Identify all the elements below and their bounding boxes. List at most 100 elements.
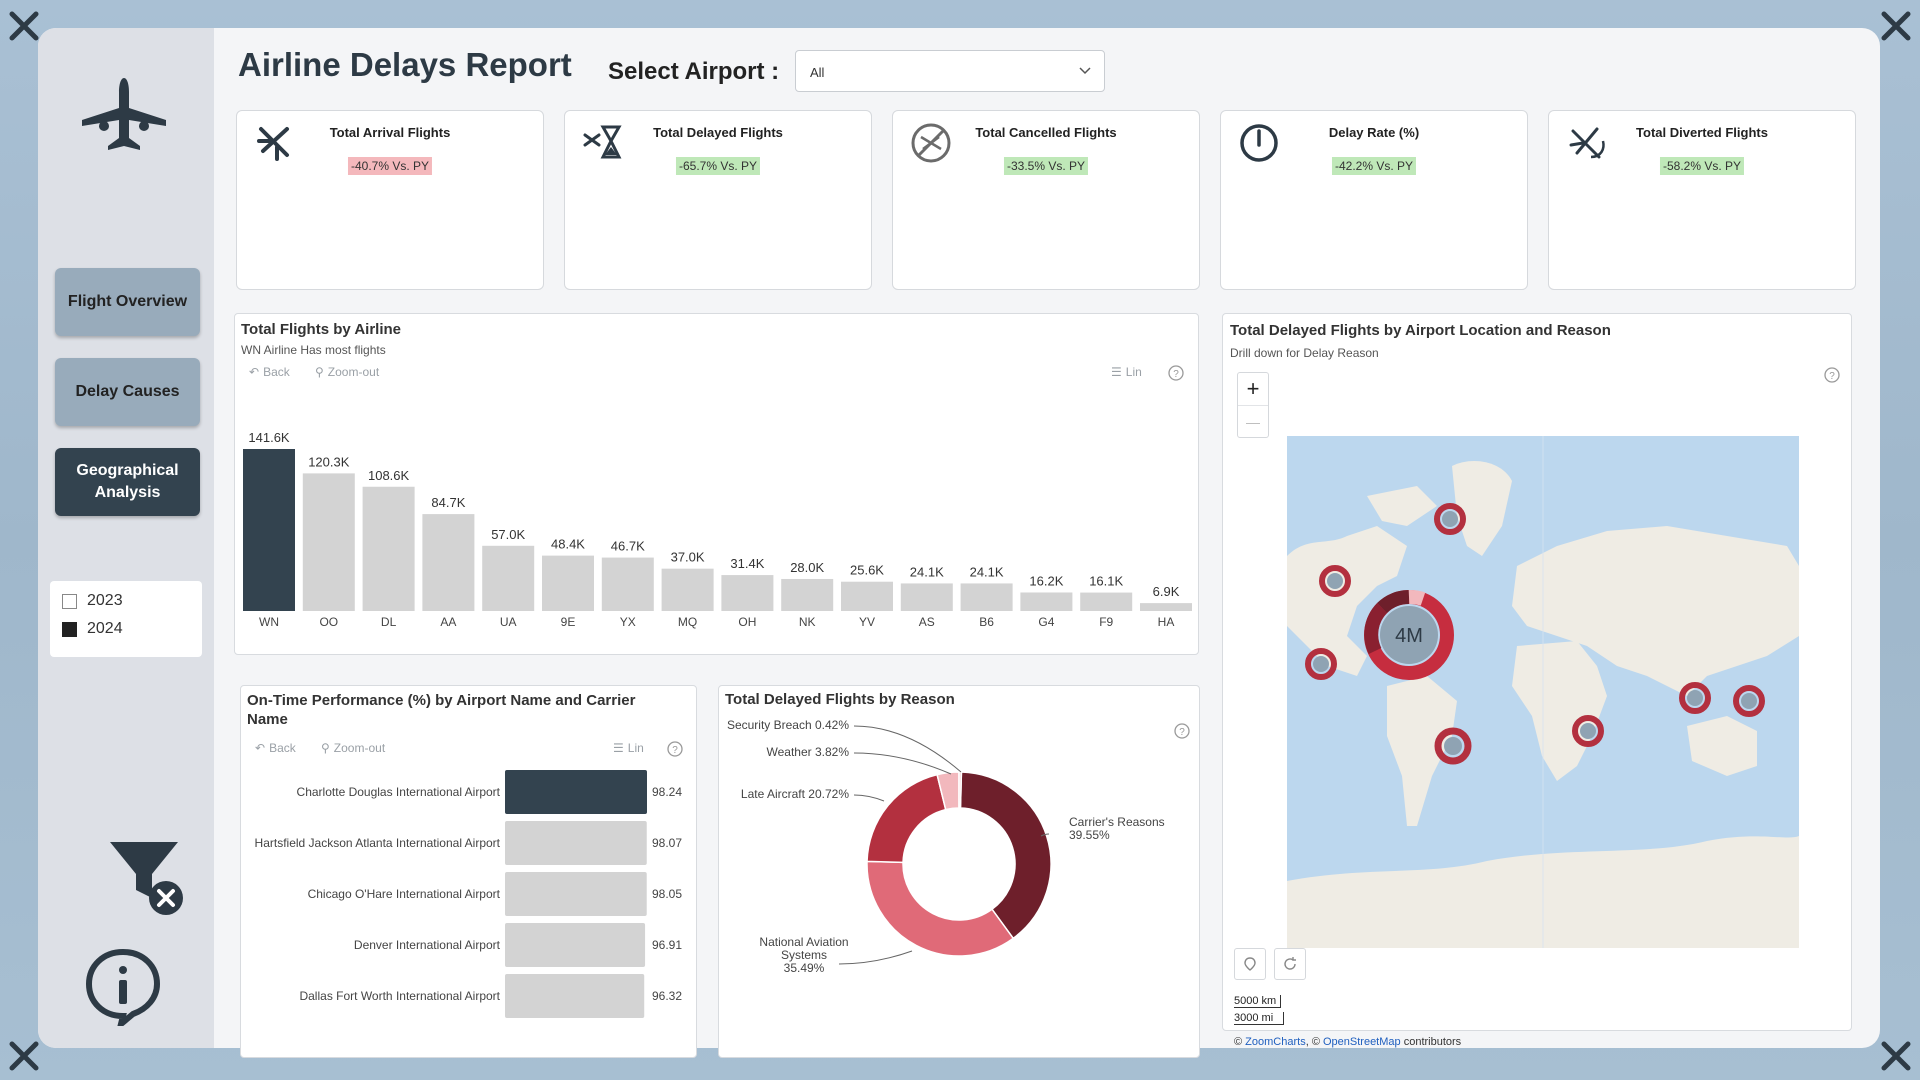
cluster-marker-main[interactable]: 4M [1364, 589, 1454, 680]
panel-title: Total Flights by Airline [241, 321, 402, 338]
category-label: UA [500, 615, 517, 629]
cluster-marker[interactable] [1434, 727, 1472, 765]
corner-plane-icon [9, 1041, 39, 1071]
panel-title: Total Delayed Flights by Airport Locatio… [1230, 322, 1611, 339]
category-label: B6 [979, 615, 994, 629]
bar-F9[interactable] [1080, 592, 1133, 611]
help-icon[interactable]: ? [666, 740, 684, 758]
zoomcharts-link[interactable]: ZoomCharts [1245, 1036, 1306, 1048]
zoom-in-button[interactable]: + [1246, 376, 1260, 401]
category-label: F9 [1099, 615, 1113, 629]
donut-slice[interactable] [866, 773, 947, 864]
cluster-marker[interactable] [1319, 565, 1351, 597]
bar-value-label: 6.9K [1153, 584, 1180, 599]
donut-slice[interactable] [866, 860, 1015, 957]
back-button[interactable]: ↶ Back [249, 365, 290, 379]
corner-plane-icon [1881, 11, 1911, 41]
magnifier-icon: ⚲ [315, 365, 324, 379]
airport-label: Dallas Fort Worth International Airport [299, 989, 500, 1003]
map-land-arctic-islands [1367, 486, 1437, 526]
nav-delay-causes[interactable]: Delay Causes [55, 358, 200, 426]
donut-slice[interactable] [958, 771, 963, 809]
back-label: Back [263, 365, 290, 379]
cluster-marker[interactable] [1434, 503, 1466, 535]
kpi-title: Total Arrival Flights [329, 125, 451, 140]
zoom-out-button[interactable]: — [1238, 405, 1268, 437]
airport-label: Charlotte Douglas International Airport [297, 785, 501, 799]
report-canvas: Flight Overview Delay Causes Geographica… [38, 28, 1880, 1058]
leader-line [1040, 833, 1050, 837]
donut-slice[interactable] [959, 771, 1052, 940]
category-label: AS [919, 615, 935, 629]
attr-prefix: © [1234, 1036, 1243, 1048]
year-option-2024[interactable]: 2024 [62, 615, 202, 643]
bar-value-label: 57.0K [491, 527, 525, 542]
clear-filter-icon[interactable] [108, 838, 188, 918]
zoom-out-button[interactable]: ⚲ Zoom-out [315, 365, 379, 379]
bar-OO[interactable] [302, 473, 355, 611]
map-pin-button[interactable] [1234, 948, 1266, 980]
refresh-icon [1284, 957, 1296, 970]
linear-scale-toggle[interactable]: ☰ Lin [613, 741, 644, 755]
map-panel: Total Delayed Flights by Airport Locatio… [1222, 313, 1852, 1048]
map-zoom-controls: + — [1237, 372, 1269, 438]
year-option-2023[interactable]: 2023 [62, 587, 202, 615]
otp-bar[interactable] [505, 974, 645, 1018]
leader-line [853, 794, 885, 802]
cluster-label: 4M [1395, 625, 1423, 647]
bar-MQ[interactable] [661, 568, 714, 611]
bar-value-label: 16.1K [1089, 574, 1123, 589]
bar-G4[interactable] [1020, 592, 1073, 611]
cluster-marker[interactable] [1305, 648, 1337, 680]
airport-dropdown[interactable]: All [795, 50, 1105, 92]
world-map[interactable]: 4M [1287, 436, 1799, 948]
kpi-card-delay-rate: Delay Rate (%) -42.2% Vs. PY [1220, 110, 1528, 290]
category-label: AA [440, 615, 456, 629]
cluster-marker[interactable] [1679, 682, 1711, 714]
map-land-eurasia [1512, 526, 1799, 696]
category-label: YX [620, 615, 636, 629]
otp-value-label: 96.91 [652, 938, 682, 952]
bar-HA[interactable] [1140, 603, 1192, 611]
back-label: Back [269, 741, 296, 755]
kpi-change-badge: -33.5% Vs. PY [1003, 157, 1089, 175]
help-icon[interactable]: ? [1167, 364, 1185, 382]
info-icon[interactable] [83, 946, 163, 1026]
bar-WN[interactable] [243, 449, 295, 611]
bar-YV[interactable] [841, 581, 893, 611]
bar-YX[interactable] [601, 557, 654, 611]
bar-AA[interactable] [422, 514, 475, 611]
otp-bar[interactable] [505, 821, 647, 865]
kpi-title: Total Cancelled Flights [975, 125, 1117, 140]
back-arrow-icon: ↶ [255, 741, 266, 755]
panel-title: Total Delayed Flights by Reason [725, 691, 955, 708]
nav-flight-overview[interactable]: Flight Overview [55, 268, 200, 336]
linear-scale-toggle[interactable]: ☰ Lin [1111, 365, 1142, 379]
zoom-out-button[interactable]: ⚲ Zoom-out [321, 741, 385, 755]
checkbox[interactable] [62, 621, 77, 637]
kpi-card-cancelled: Total Cancelled Flights -33.5% Vs. PY [892, 110, 1200, 290]
help-icon[interactable]: ? [1823, 366, 1841, 384]
bar-9E[interactable] [542, 555, 594, 611]
bar-DL[interactable] [362, 486, 415, 611]
cluster-marker[interactable] [1572, 715, 1604, 747]
bar-NK[interactable] [781, 578, 834, 611]
airport-label: Denver International Airport [354, 938, 501, 952]
map-reset-button[interactable] [1274, 948, 1306, 980]
back-button[interactable]: ↶ Back [255, 741, 296, 755]
bar-AS[interactable] [900, 583, 953, 611]
bar-OH[interactable] [721, 575, 774, 611]
bar-UA[interactable] [482, 545, 535, 611]
otp-bar[interactable] [505, 923, 646, 967]
leader-line [853, 752, 952, 775]
nav-geographical-analysis[interactable]: Geographical Analysis [55, 448, 200, 516]
otp-bar[interactable] [505, 872, 647, 916]
bar-B6[interactable] [960, 583, 1013, 611]
openstreetmap-link[interactable]: OpenStreetMap [1322, 1036, 1401, 1048]
help-icon[interactable]: ? [1173, 722, 1191, 740]
category-label: DL [381, 615, 397, 629]
corner-plane-icon [1881, 1041, 1911, 1071]
cluster-marker[interactable] [1733, 685, 1765, 717]
checkbox[interactable] [62, 593, 77, 609]
otp-bar[interactable] [505, 770, 647, 814]
